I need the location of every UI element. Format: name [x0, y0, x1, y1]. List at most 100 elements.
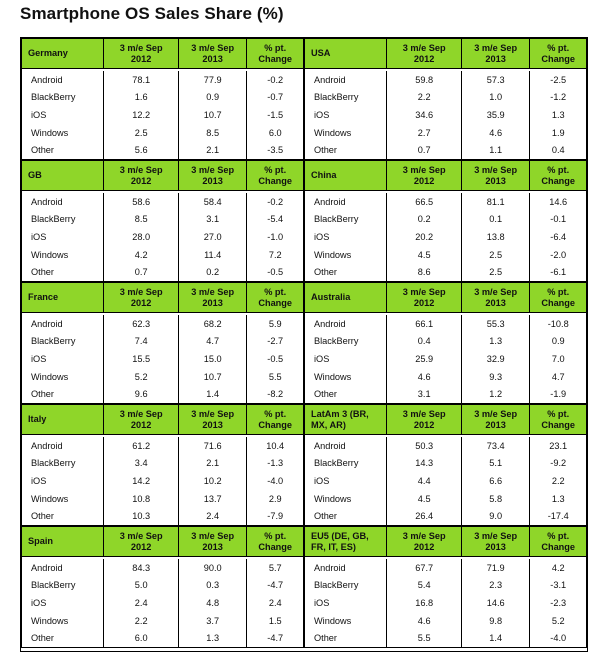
region-name: LatAm 3 (BR, MX, AR) [311, 408, 369, 430]
os-name: iOS [31, 598, 47, 609]
table-cell: 9.0 [460, 507, 530, 525]
os-name: Other [314, 511, 337, 522]
table-cell: -4.7 [246, 576, 303, 595]
column-header: 3 m/e Sep 2013 [177, 161, 247, 191]
table-row: BlackBerry 0.4 1.3 0.9 [305, 332, 586, 351]
os-name: Android [314, 74, 346, 85]
column-header: 3 m/e Sep 2013 [177, 527, 247, 557]
table-cell: 1.4 [460, 629, 530, 647]
table-cell: 3.7 [177, 611, 247, 630]
region-name: Italy [28, 414, 47, 425]
table-cell: 1.3 [529, 489, 586, 508]
table-row: Android 66.5 81.1 14.6 [305, 193, 586, 211]
table-cell: 3.1 [177, 210, 247, 229]
table-cell: 14.3 [386, 454, 460, 473]
region-header: Australia 3 m/e Sep 2012 3 m/e Sep 2013% p… [305, 283, 586, 314]
table-cell: 2.4 [246, 594, 303, 612]
table-cell: 8.5 [177, 123, 247, 142]
column-header: 3 m/e Sep 2013 [460, 527, 530, 557]
table-cell: 4.6 [460, 123, 530, 142]
table-cell: -4.0 [246, 472, 303, 490]
table-row: Windows 2.5 8.5 6.0 [22, 123, 303, 142]
region-table: China 3 m/e Sep 2012 3 m/e Sep 2013% pt. C… [304, 160, 587, 282]
column-header: 3 m/e Sep 2013 [460, 283, 530, 313]
table-row: Android 58.6 58.4 -0.2 [22, 193, 303, 211]
table-row: Windows 4.2 11.4 7.2 [22, 245, 303, 264]
region-header: Spain 3 m/e Sep 2012 3 m/e Sep 2013% pt. C… [22, 527, 303, 558]
table-cell: -1.2 [529, 88, 586, 107]
table-cell: 15.0 [177, 350, 247, 368]
os-name: Windows [314, 127, 352, 138]
table-cell: -0.2 [246, 193, 303, 211]
table-cell: 0.7 [386, 141, 460, 159]
region-table: Australia 3 m/e Sep 2012 3 m/e Sep 2013% p… [304, 282, 587, 404]
table-cell: 2.4 [103, 594, 177, 612]
table-row: Android 50.3 73.4 23.1 [305, 437, 586, 455]
table-cell: 9.6 [103, 385, 177, 403]
os-name: iOS [31, 232, 47, 243]
table-cell: 8.5 [103, 210, 177, 229]
table-cell: 61.2 [103, 437, 177, 455]
table-cell: 9.3 [460, 367, 530, 386]
table-cell: 0.2 [386, 210, 460, 229]
table-cell: 4.6 [386, 611, 460, 630]
table-cell: 0.3 [177, 576, 247, 595]
table-cell: 27.0 [177, 228, 247, 246]
table-cell: -0.5 [246, 350, 303, 368]
table-cell: 28.0 [103, 228, 177, 246]
table-row: iOS 15.5 15.0 -0.5 [22, 350, 303, 368]
os-name: Other [31, 633, 54, 644]
table-cell: 26.4 [386, 507, 460, 525]
region-name: GB [28, 170, 42, 181]
table-cell: 0.9 [177, 88, 247, 107]
table-row: iOS 25.9 32.9 7.0 [305, 350, 586, 368]
region-name: Spain [28, 536, 54, 547]
os-name: Android [31, 196, 63, 207]
os-name: Android [314, 196, 346, 207]
table-cell: 2.7 [386, 123, 460, 142]
os-name: Windows [31, 249, 69, 260]
table-cell: 5.1 [460, 454, 530, 473]
os-name: BlackBerry [31, 580, 76, 591]
table-row: iOS 2.4 4.8 2.4 [22, 594, 303, 612]
table-cell: 5.2 [529, 611, 586, 630]
table-cell: -0.1 [529, 210, 586, 229]
os-name: iOS [314, 110, 330, 121]
os-name: Android [31, 74, 63, 85]
table-cell: 4.7 [529, 367, 586, 386]
table-row: Windows 10.8 13.7 2.9 [22, 489, 303, 508]
table-cell: 2.3 [460, 576, 530, 595]
os-name: Android [314, 562, 346, 573]
table-cell: -3.5 [246, 141, 303, 159]
table-cell: 3.4 [103, 454, 177, 473]
region-name: USA [311, 48, 331, 59]
os-name: iOS [31, 354, 47, 365]
sales-share-grid: Germany 3 m/e Sep 2012 3 m/e Sep 2013% pt.… [20, 37, 588, 652]
table-cell: 7.0 [529, 350, 586, 368]
os-name: BlackBerry [314, 458, 359, 469]
os-name: Windows [31, 127, 69, 138]
page-title: Smartphone OS Sales Share (%) [20, 4, 284, 23]
table-cell: 23.1 [529, 437, 586, 455]
os-name: Windows [314, 371, 352, 382]
table-row: Android 78.1 77.9 -0.2 [22, 71, 303, 89]
column-header: 3 m/e Sep 2012 [103, 161, 177, 191]
column-header: 3 m/e Sep 2013 [460, 405, 530, 435]
table-row: iOS 34.6 35.9 1.3 [305, 106, 586, 124]
os-name: iOS [314, 598, 330, 609]
table-row: Android 67.7 71.9 4.2 [305, 559, 586, 577]
column-header: 3 m/e Sep 2012 [386, 283, 460, 313]
table-cell: 2.4 [177, 507, 247, 525]
table-cell: 2.9 [246, 489, 303, 508]
table-cell: 10.7 [177, 367, 247, 386]
table-cell: 5.4 [386, 576, 460, 595]
table-row: Other 0.7 1.1 0.4 [305, 141, 586, 159]
table-cell: 34.6 [386, 106, 460, 124]
table-cell: -10.8 [529, 315, 586, 333]
table-cell: -2.7 [246, 332, 303, 351]
table-cell: 10.2 [177, 472, 247, 490]
table-cell: -5.4 [246, 210, 303, 229]
region-table: EU5 (DE, GB, FR, IT, ES) 3 m/e Sep 2012 3 … [304, 526, 587, 648]
table-cell: -0.2 [246, 71, 303, 89]
os-name: iOS [314, 232, 330, 243]
